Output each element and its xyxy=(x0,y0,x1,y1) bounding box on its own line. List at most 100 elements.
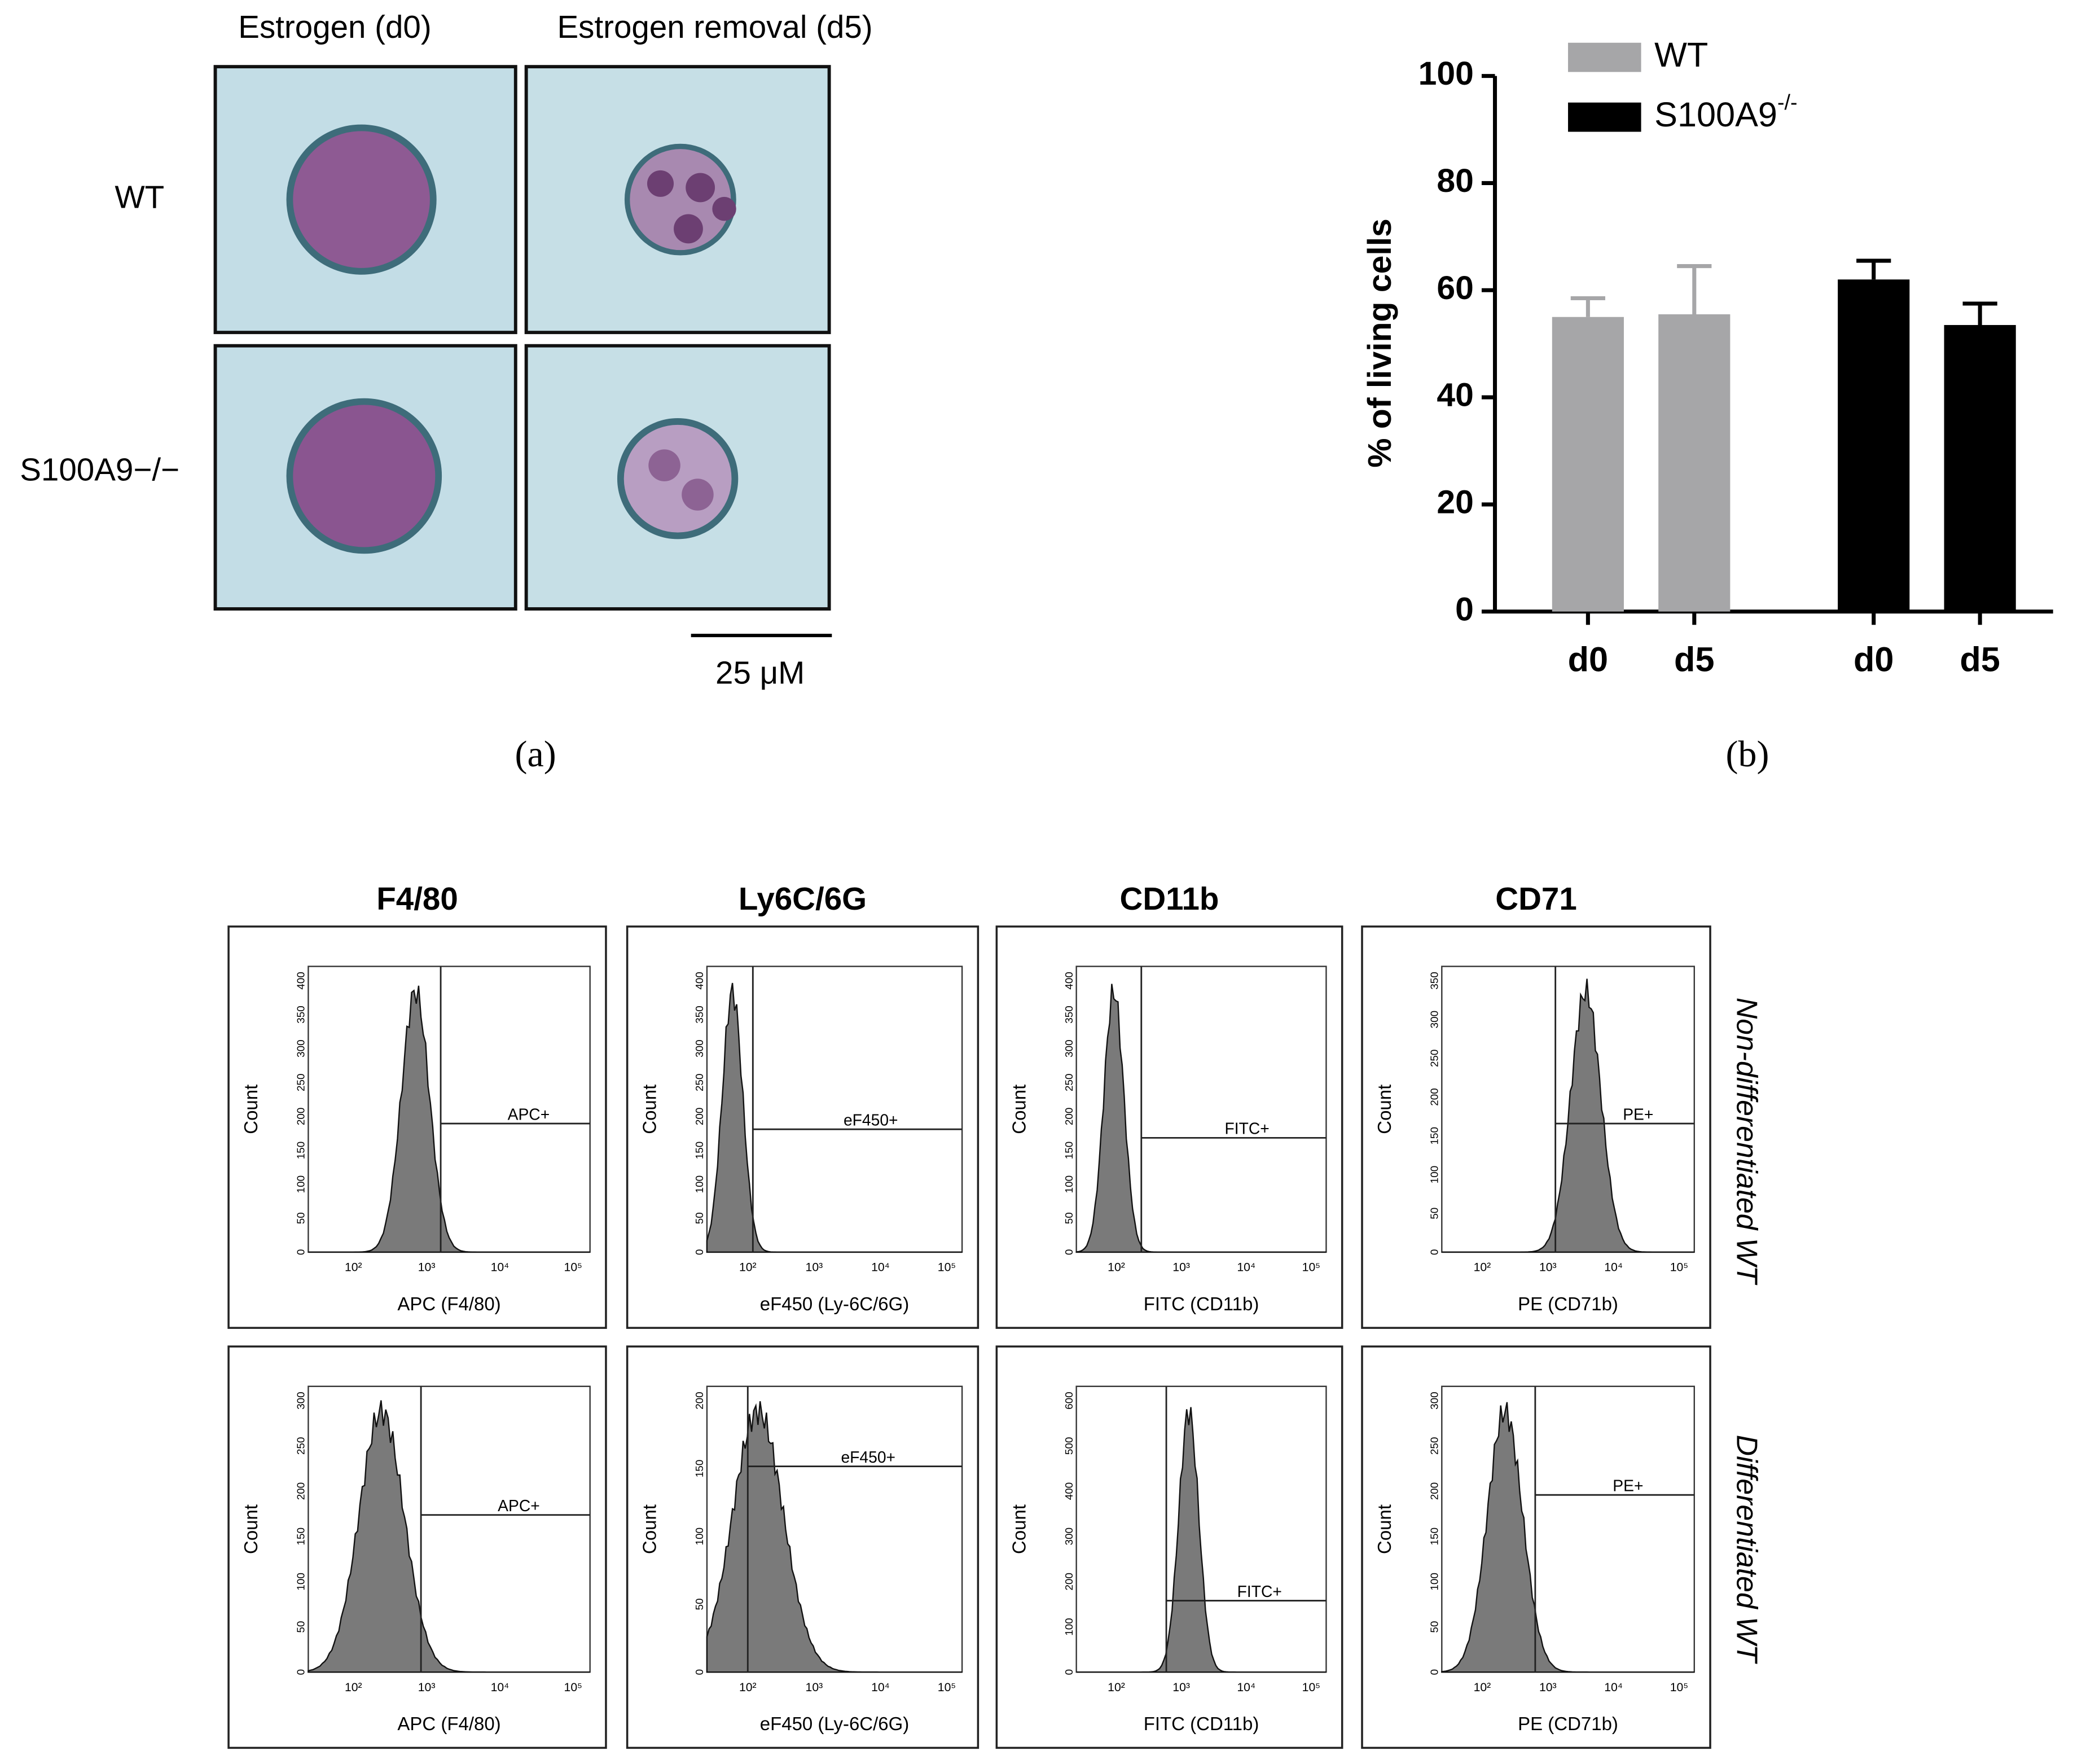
gate-label: PE+ xyxy=(1613,1477,1643,1495)
x-tick-label: d5 xyxy=(1674,640,1714,678)
nucleus-lobe xyxy=(647,170,674,197)
gate-label: APC+ xyxy=(498,1497,540,1515)
panel-label: (a) xyxy=(515,734,556,775)
plot-frame xyxy=(626,925,980,1329)
y-axis-label: Count xyxy=(240,1504,261,1554)
x-tick-label: 10² xyxy=(739,1681,757,1694)
y-axis-label: Count xyxy=(1374,1504,1395,1554)
column-label: CD71 xyxy=(1495,881,1577,916)
y-tick-label: 350 xyxy=(693,1006,705,1023)
nucleus-lobe xyxy=(648,449,680,481)
histogram xyxy=(308,1400,590,1673)
y-tick-label: 250 xyxy=(295,1074,307,1091)
x-tick-label: 10³ xyxy=(1539,1681,1557,1694)
x-tick-label: 10⁵ xyxy=(1670,1261,1688,1274)
y-tick-label: 0 xyxy=(693,1669,705,1675)
y-tick-label: 200 xyxy=(1063,1108,1075,1125)
y-tick-label: 50 xyxy=(1429,1621,1440,1633)
x-axis-label: eF450 (Ly-6C/6G) xyxy=(760,1713,909,1734)
y-tick-label: 350 xyxy=(295,1006,307,1023)
x-tick-label: 10⁵ xyxy=(564,1261,582,1274)
histogram xyxy=(1442,978,1694,1253)
y-tick-label: 350 xyxy=(1063,1006,1075,1023)
panel-a-images xyxy=(213,65,832,638)
y-tick-label: 300 xyxy=(1429,1392,1440,1409)
x-tick-label: 10³ xyxy=(418,1261,436,1274)
plot-frame xyxy=(1361,1345,1711,1749)
gate-label: eF450+ xyxy=(844,1111,898,1129)
gate-label: eF450+ xyxy=(841,1448,895,1466)
y-tick-label: 100 xyxy=(1429,1573,1440,1590)
column-label: Estrogen (d0) xyxy=(238,9,431,45)
y-tick-label: 200 xyxy=(1063,1573,1075,1590)
y-tick-label: 0 xyxy=(295,1669,307,1675)
x-tick-label: 10³ xyxy=(806,1681,823,1694)
histogram xyxy=(706,1401,963,1673)
y-tick-label: 60 xyxy=(1437,270,1473,306)
y-axis-label: Count xyxy=(639,1504,660,1554)
y-tick-label: 50 xyxy=(1063,1212,1075,1224)
y-tick-label: 50 xyxy=(295,1212,307,1224)
x-tick-label: 10⁵ xyxy=(1302,1261,1320,1274)
x-axis-label: FITC (CD11b) xyxy=(1144,1293,1259,1314)
x-tick-label: 10⁵ xyxy=(1670,1681,1688,1694)
gate-label: APC+ xyxy=(508,1105,550,1123)
y-tick-label: 40 xyxy=(1437,377,1473,414)
x-tick-label: 10⁴ xyxy=(1237,1681,1255,1694)
histogram xyxy=(1076,1407,1327,1673)
superscript: -/- xyxy=(1777,90,1798,114)
x-tick-label: 10³ xyxy=(418,1681,436,1694)
y-tick-label: 100 xyxy=(693,1175,705,1193)
x-tick-label: 10⁴ xyxy=(491,1261,510,1274)
y-axis-label: Count xyxy=(240,1085,261,1134)
gate-label: FITC+ xyxy=(1237,1582,1282,1600)
plot-frame xyxy=(227,925,607,1329)
plot-frame xyxy=(1361,925,1711,1329)
x-tick-label: 10⁴ xyxy=(871,1681,890,1694)
y-tick-label: 150 xyxy=(1429,1528,1440,1545)
x-tick-label: 10⁴ xyxy=(1237,1261,1255,1274)
x-axis-label: APC (F4/80) xyxy=(397,1713,500,1734)
y-tick-label: 150 xyxy=(295,1142,307,1159)
y-tick-label: 200 xyxy=(693,1392,705,1409)
y-tick-label: 300 xyxy=(1063,1039,1075,1057)
y-tick-label: 400 xyxy=(1063,972,1075,989)
y-tick-label: 50 xyxy=(295,1621,307,1633)
plot-frame xyxy=(995,1345,1343,1749)
y-tick-label: 350 xyxy=(1429,972,1440,989)
y-tick-label: 300 xyxy=(295,1392,307,1409)
y-tick-label: 150 xyxy=(1063,1142,1075,1159)
x-tick-label: 10⁵ xyxy=(564,1681,582,1694)
x-tick-label: 10⁴ xyxy=(1604,1261,1623,1274)
y-tick-label: 200 xyxy=(295,1482,307,1500)
x-tick-label: 10³ xyxy=(1539,1261,1557,1274)
histogram xyxy=(706,982,963,1253)
y-axis-label: Count xyxy=(639,1085,660,1134)
column-label: Ly6C/6G xyxy=(739,881,867,916)
bar xyxy=(1552,317,1624,612)
x-axis-label: APC (F4/80) xyxy=(397,1293,500,1314)
y-tick-label: 100 xyxy=(693,1528,705,1545)
legend-label: S100A9-/- xyxy=(1654,90,1797,134)
x-tick-label: 10² xyxy=(345,1261,362,1274)
y-tick-label: 300 xyxy=(295,1039,307,1057)
nucleus-lobe xyxy=(674,214,703,244)
y-tick-label: 400 xyxy=(295,972,307,989)
y-tick-label: 20 xyxy=(1437,484,1473,520)
legend-label: WT xyxy=(1654,36,1708,74)
y-tick-label: 50 xyxy=(693,1212,705,1224)
y-tick-label: 150 xyxy=(693,1142,705,1159)
x-axis-label: PE (CD71b) xyxy=(1518,1293,1618,1314)
x-axis-label: eF450 (Ly-6C/6G) xyxy=(760,1293,909,1314)
cell xyxy=(286,398,442,554)
y-tick-label: 150 xyxy=(693,1460,705,1477)
x-tick-label: 10⁴ xyxy=(1604,1681,1623,1694)
x-tick-label: 10² xyxy=(1474,1681,1491,1694)
y-axis-label: Count xyxy=(1008,1504,1029,1554)
x-tick-label: 10² xyxy=(1108,1681,1125,1694)
row-label: S100A9−/− xyxy=(20,451,179,487)
nucleus-lobe xyxy=(682,479,714,511)
y-tick-label: 300 xyxy=(1063,1528,1075,1545)
bar xyxy=(1658,314,1731,612)
